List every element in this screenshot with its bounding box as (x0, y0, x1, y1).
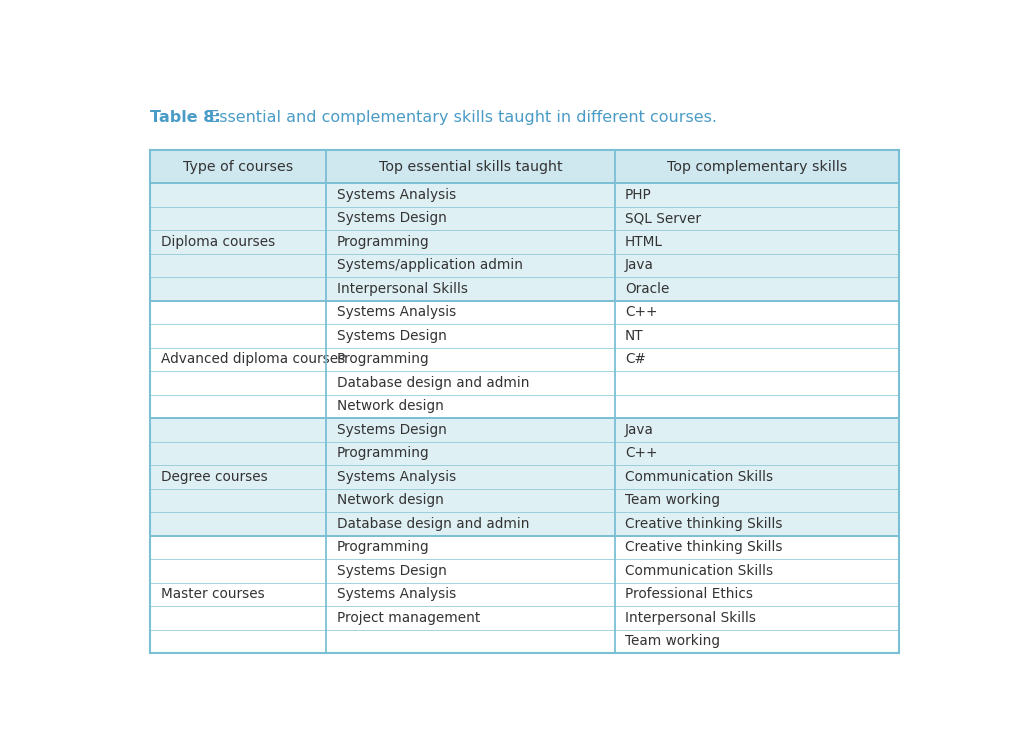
Text: Systems Analysis: Systems Analysis (337, 470, 456, 484)
Text: Team working: Team working (625, 493, 720, 507)
Bar (151, 441, 899, 465)
Text: Java: Java (625, 423, 654, 437)
Bar (151, 394, 899, 418)
Text: Table 8:: Table 8: (151, 110, 221, 125)
Text: Creative thinking Skills: Creative thinking Skills (625, 540, 782, 554)
Text: Top complementary skills: Top complementary skills (667, 159, 847, 174)
Bar (151, 559, 899, 583)
Text: Systems Analysis: Systems Analysis (337, 587, 456, 601)
Text: Programming: Programming (337, 447, 429, 460)
Text: Type of courses: Type of courses (183, 159, 293, 174)
Bar (151, 324, 899, 348)
Text: Master courses: Master courses (161, 587, 264, 601)
Bar (151, 277, 899, 301)
Bar (151, 488, 899, 512)
Text: Diploma courses: Diploma courses (161, 235, 274, 249)
Text: Systems Analysis: Systems Analysis (337, 188, 456, 202)
Text: Oracle: Oracle (625, 282, 670, 295)
Text: Systems Design: Systems Design (337, 329, 446, 343)
Text: Essential and complementary skills taught in different courses.: Essential and complementary skills taugh… (204, 110, 717, 125)
Text: Programming: Programming (337, 352, 429, 367)
Text: Systems Analysis: Systems Analysis (337, 305, 456, 319)
Text: Communication Skills: Communication Skills (625, 470, 773, 484)
Text: Team working: Team working (625, 634, 720, 649)
Text: Communication Skills: Communication Skills (625, 564, 773, 577)
Text: Programming: Programming (337, 235, 429, 249)
Bar (151, 206, 899, 230)
Text: HTML: HTML (625, 235, 663, 249)
Text: Interpersonal Skills: Interpersonal Skills (625, 611, 756, 625)
Text: Interpersonal Skills: Interpersonal Skills (337, 282, 468, 295)
Bar (151, 348, 899, 371)
Bar (151, 230, 899, 254)
Bar (151, 301, 899, 324)
Text: Systems Design: Systems Design (337, 212, 446, 225)
Text: Java: Java (625, 258, 654, 272)
Text: SQL Server: SQL Server (625, 212, 701, 225)
Text: C++: C++ (625, 305, 657, 319)
Bar (151, 150, 899, 183)
Text: Programming: Programming (337, 540, 429, 554)
Text: PHP: PHP (625, 188, 651, 202)
Bar (151, 183, 899, 206)
Text: Degree courses: Degree courses (161, 470, 267, 484)
Text: Network design: Network design (337, 493, 443, 507)
Text: Systems Design: Systems Design (337, 423, 446, 437)
Bar (151, 418, 899, 441)
Text: Project management: Project management (337, 611, 480, 625)
Bar (151, 512, 899, 536)
Text: Database design and admin: Database design and admin (337, 375, 529, 390)
Text: Creative thinking Skills: Creative thinking Skills (625, 517, 782, 531)
Text: Systems/application admin: Systems/application admin (337, 258, 522, 272)
Bar (151, 606, 899, 630)
Bar (151, 465, 899, 488)
Text: Database design and admin: Database design and admin (337, 517, 529, 531)
Text: C++: C++ (625, 447, 657, 460)
Text: Advanced diploma courses: Advanced diploma courses (161, 352, 345, 367)
Bar (151, 254, 899, 277)
Text: Top essential skills taught: Top essential skills taught (379, 159, 562, 174)
Bar (151, 630, 899, 653)
Bar (151, 371, 899, 394)
Bar (151, 583, 899, 606)
Text: NT: NT (625, 329, 644, 343)
Text: Professional Ethics: Professional Ethics (625, 587, 753, 601)
Text: Systems Design: Systems Design (337, 564, 446, 577)
Text: C#: C# (625, 352, 646, 367)
Text: Network design: Network design (337, 399, 443, 414)
Bar (151, 536, 899, 559)
